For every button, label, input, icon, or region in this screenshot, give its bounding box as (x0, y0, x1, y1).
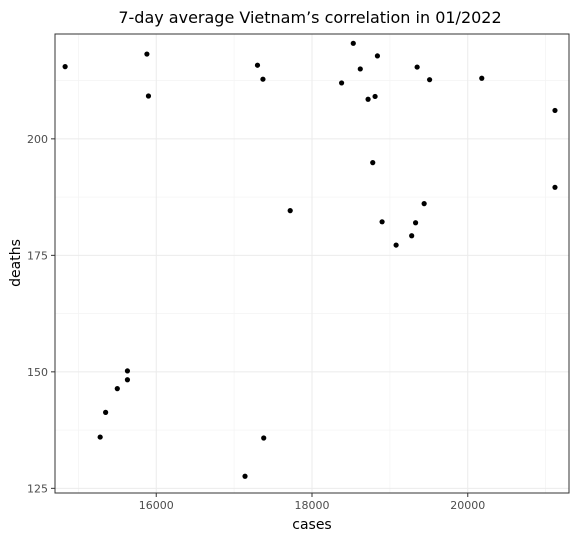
data-point (409, 233, 415, 239)
y-axis: 125 150 175 200 (27, 133, 55, 495)
data-point (372, 93, 378, 100)
y-tick-label: 200 (27, 133, 48, 146)
data-point (357, 66, 363, 72)
y-tick-label: 175 (27, 249, 48, 262)
data-point (124, 368, 131, 374)
data-point (260, 76, 266, 82)
data-point (393, 242, 399, 248)
data-point (114, 386, 120, 392)
data-point (62, 64, 68, 70)
x-tick-label: 16000 (139, 499, 174, 512)
data-point (97, 434, 103, 440)
data-point (350, 40, 356, 46)
x-tick-label: 20000 (450, 499, 485, 512)
data-point (261, 435, 267, 441)
data-point (426, 77, 433, 83)
chart-title: 7-day average Vietnam’s correlation in 0… (118, 8, 501, 27)
data-point (552, 184, 558, 190)
y-axis-title: deaths (8, 239, 24, 287)
x-axis-title: cases (292, 517, 331, 533)
plot-points (62, 40, 558, 479)
x-axis: 16000 18000 20000 (139, 493, 485, 512)
data-point (412, 220, 419, 226)
data-point (287, 208, 293, 214)
plot-grid (55, 34, 569, 493)
data-point (379, 219, 385, 225)
data-point (254, 62, 261, 68)
data-point (421, 201, 427, 207)
data-point (414, 64, 420, 70)
data-point (374, 53, 381, 59)
data-point (144, 51, 150, 57)
data-point (365, 96, 371, 102)
data-point (145, 93, 152, 99)
x-tick-label: 18000 (295, 499, 330, 512)
y-tick-label: 125 (27, 482, 48, 495)
data-point (103, 409, 109, 415)
data-point (338, 80, 345, 86)
data-point (552, 107, 558, 114)
data-point (124, 377, 131, 383)
data-point (242, 473, 248, 479)
y-tick-label: 150 (27, 366, 48, 379)
data-point (479, 75, 485, 81)
data-point (370, 160, 376, 166)
